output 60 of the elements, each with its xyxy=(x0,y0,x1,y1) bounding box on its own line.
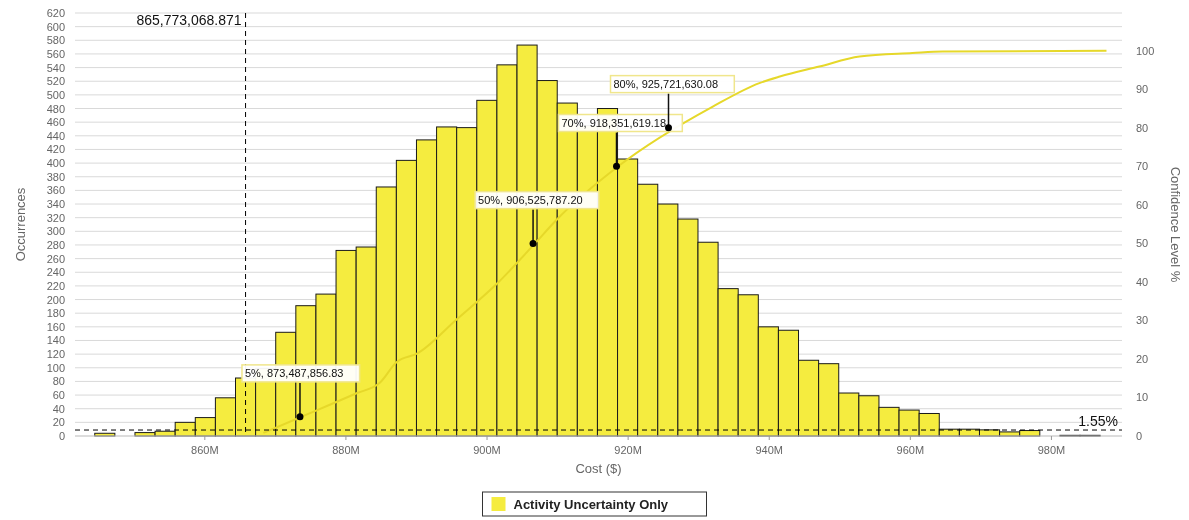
y-tick-label: 360 xyxy=(46,184,65,197)
y-tick-label: 520 xyxy=(46,75,65,88)
y-tick-label: 460 xyxy=(46,116,65,129)
y-tick-label: 180 xyxy=(46,307,65,320)
y-tick-label: 0 xyxy=(58,430,65,442)
x-axis-title: Cost ($) xyxy=(575,461,622,476)
y-tick-label: 260 xyxy=(46,252,65,265)
y-tick-label: 560 xyxy=(46,47,65,60)
annotation: 80%, 925,721,630.08 xyxy=(613,78,719,91)
annotation: 50%, 906,525,787.20 xyxy=(478,194,583,207)
x-tick-label: 900M xyxy=(473,444,501,456)
y-tick-label: 20 xyxy=(52,416,65,429)
ref-line-label: 865,773,068.871 xyxy=(136,12,242,28)
x-tick-label: 940M xyxy=(755,444,783,456)
y-tick-label: 60 xyxy=(52,389,65,402)
y-tick-label: 340 xyxy=(46,198,65,211)
x-tick-label: 920M xyxy=(614,444,642,456)
y-tick-label: 420 xyxy=(46,143,65,156)
legend-label: Activity Uncertainty Only xyxy=(513,497,669,512)
y2-axis-title: Confidence Level % xyxy=(1168,166,1183,283)
y-tick-label: 100 xyxy=(46,361,65,374)
y-tick-label: 80 xyxy=(52,375,65,388)
x-tick-label: 980M xyxy=(1037,444,1066,456)
y-tick-label: 280 xyxy=(46,238,65,251)
y-tick-label: 200 xyxy=(46,293,65,306)
y2-tick-label: 10 xyxy=(1136,391,1149,404)
y-tick-label: 480 xyxy=(46,102,65,115)
y-tick-label: 140 xyxy=(46,334,65,347)
y-axis-title: Occurrences xyxy=(13,187,28,262)
y-tick-label: 500 xyxy=(46,88,65,101)
y-tick-label: 120 xyxy=(46,348,65,361)
y2-tick-label: 50 xyxy=(1136,237,1149,250)
x-tick-label: 880M xyxy=(332,444,360,456)
y2-tick-label: 0 xyxy=(1136,430,1143,442)
y2-tick-label: 30 xyxy=(1136,314,1149,327)
annotation: 5%, 873,487,856.83 xyxy=(244,367,344,380)
y-tick-label: 240 xyxy=(46,266,65,279)
y-tick-label: 580 xyxy=(46,34,65,47)
y-tick-label: 400 xyxy=(46,157,65,170)
annotation: 70%, 918,351,619.18 xyxy=(561,117,667,130)
x-tick-label: 860M xyxy=(191,444,219,456)
y2-tick-label: 100 xyxy=(1136,44,1155,57)
x-tick-label: 960M xyxy=(896,444,925,456)
y2-tick-label: 20 xyxy=(1136,352,1149,365)
y-tick-label: 620 xyxy=(46,7,65,19)
y2-tick-label: 80 xyxy=(1136,121,1149,134)
y2-tick-label: 60 xyxy=(1136,198,1149,211)
y2-tick-label: 40 xyxy=(1136,275,1149,288)
y-tick-label: 440 xyxy=(46,129,65,142)
y-tick-label: 600 xyxy=(46,20,65,33)
y-tick-label: 380 xyxy=(46,170,65,183)
y2-tick-label: 90 xyxy=(1136,83,1149,96)
y2-tick-label: 70 xyxy=(1136,160,1149,173)
y-tick-label: 160 xyxy=(46,320,65,333)
y-tick-label: 320 xyxy=(46,211,65,224)
ref-line-label: 1.55% xyxy=(1078,413,1118,430)
y-tick-label: 40 xyxy=(52,402,65,415)
y-tick-label: 220 xyxy=(46,279,65,292)
y-tick-label: 300 xyxy=(46,225,65,238)
y-tick-label: 540 xyxy=(46,61,65,74)
